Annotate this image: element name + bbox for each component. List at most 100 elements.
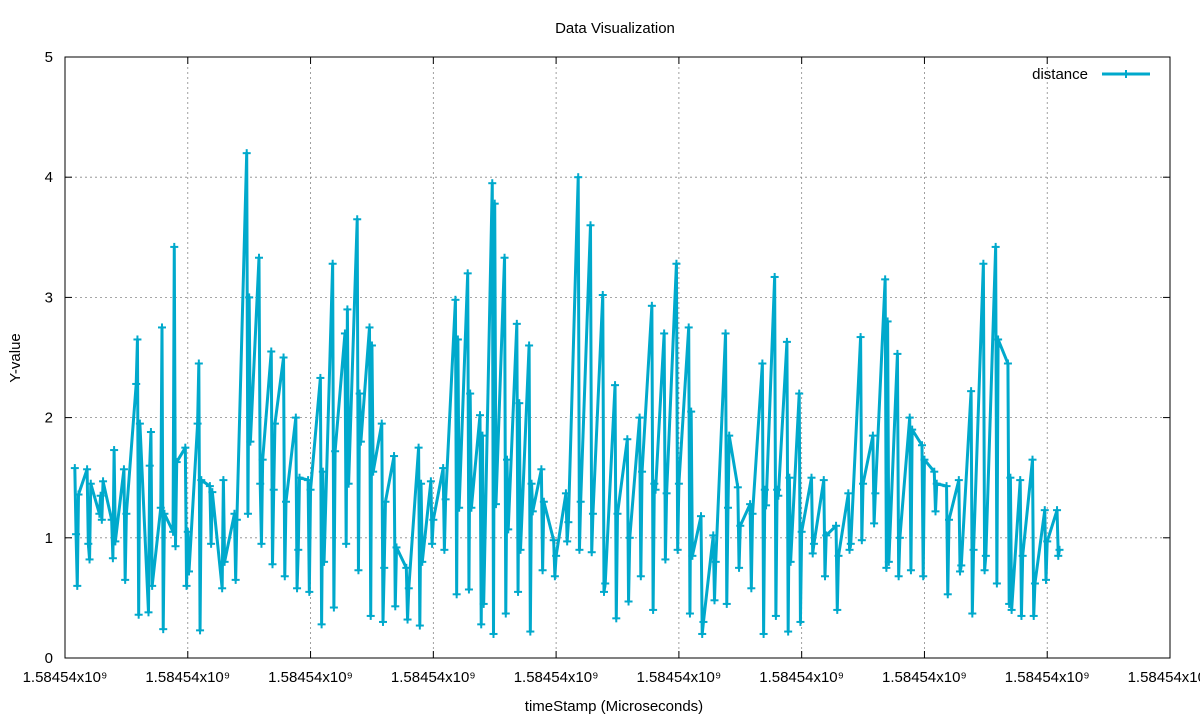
point-marker xyxy=(549,536,558,545)
point-marker xyxy=(871,489,880,498)
point-marker xyxy=(280,572,289,581)
point-marker xyxy=(86,479,95,488)
point-marker xyxy=(722,599,731,608)
point-marker xyxy=(133,335,142,344)
y-tick-label: 1 xyxy=(45,530,53,547)
point-marker xyxy=(968,609,977,618)
point-marker xyxy=(316,373,325,382)
point-marker xyxy=(197,476,206,485)
point-marker xyxy=(782,337,791,346)
point-marker xyxy=(403,615,412,624)
point-marker xyxy=(390,452,399,461)
point-marker xyxy=(636,572,645,581)
point-marker xyxy=(905,413,914,422)
point-marker xyxy=(182,581,191,590)
point-marker xyxy=(231,575,240,584)
point-marker xyxy=(991,242,1000,251)
point-marker xyxy=(205,482,214,491)
point-marker xyxy=(808,549,817,558)
point-marker xyxy=(586,221,595,230)
point-marker xyxy=(574,173,583,182)
point-marker xyxy=(638,467,647,476)
point-marker xyxy=(647,301,656,310)
point-marker xyxy=(711,557,720,566)
point-marker xyxy=(807,473,816,482)
point-marker xyxy=(440,545,449,554)
point-marker xyxy=(479,599,488,608)
point-marker xyxy=(294,545,303,554)
point-marker xyxy=(365,323,374,332)
point-marker xyxy=(774,491,783,500)
point-marker xyxy=(613,509,622,518)
point-marker xyxy=(378,617,387,626)
point-marker xyxy=(967,387,976,396)
point-marker xyxy=(884,557,893,566)
point-marker xyxy=(1029,611,1038,620)
point-marker xyxy=(688,551,697,560)
point-marker xyxy=(796,617,805,626)
point-marker xyxy=(526,627,535,636)
point-marker xyxy=(673,545,682,554)
point-marker xyxy=(145,461,154,470)
point-marker xyxy=(367,341,376,350)
point-marker xyxy=(1043,537,1052,546)
point-marker xyxy=(455,503,464,512)
point-marker xyxy=(525,341,534,350)
point-marker xyxy=(111,537,120,546)
point-marker xyxy=(477,620,486,629)
point-marker xyxy=(305,587,314,596)
point-marker xyxy=(942,482,951,491)
point-marker xyxy=(685,609,694,618)
x-axis-label: timeStamp (Microseconds) xyxy=(525,698,703,715)
point-marker xyxy=(601,579,610,588)
point-marker xyxy=(1007,605,1016,614)
point-marker xyxy=(539,497,548,506)
point-marker xyxy=(587,548,596,557)
point-marker xyxy=(809,539,818,548)
point-marker xyxy=(561,489,570,498)
point-marker xyxy=(170,242,179,251)
point-marker xyxy=(331,447,340,456)
point-marker xyxy=(674,479,683,488)
point-marker xyxy=(466,389,475,398)
point-marker xyxy=(156,503,165,512)
point-marker xyxy=(441,495,450,504)
point-marker xyxy=(491,500,500,509)
point-marker xyxy=(344,479,353,488)
point-marker xyxy=(552,551,561,560)
point-marker xyxy=(736,521,745,530)
point-marker xyxy=(1055,545,1064,554)
point-marker xyxy=(672,259,681,268)
point-marker xyxy=(564,518,573,527)
point-marker xyxy=(74,490,83,499)
point-marker xyxy=(906,566,915,575)
point-marker xyxy=(132,379,141,388)
point-marker xyxy=(623,435,632,444)
point-marker xyxy=(196,626,205,635)
point-marker xyxy=(893,349,902,358)
point-marker xyxy=(428,539,437,548)
point-marker xyxy=(402,563,411,572)
point-marker xyxy=(661,555,670,564)
point-marker xyxy=(612,614,621,623)
point-marker xyxy=(696,512,705,521)
point-marker xyxy=(185,567,194,576)
point-marker xyxy=(943,590,952,599)
point-marker xyxy=(429,515,438,524)
point-marker xyxy=(295,473,304,482)
point-marker xyxy=(500,253,509,262)
point-marker xyxy=(415,621,424,630)
point-marker xyxy=(320,557,329,566)
point-marker xyxy=(254,253,263,262)
legend-marker xyxy=(1122,70,1130,78)
point-marker xyxy=(527,479,536,488)
x-tick-label: 1.58454x10⁹ xyxy=(1128,669,1200,686)
point-marker xyxy=(453,335,462,344)
point-marker xyxy=(121,575,130,584)
point-marker xyxy=(662,489,671,498)
point-marker xyxy=(746,500,755,509)
point-marker xyxy=(957,561,966,570)
point-marker xyxy=(820,572,829,581)
point-marker xyxy=(356,437,365,446)
y-tick-label: 5 xyxy=(45,49,53,66)
